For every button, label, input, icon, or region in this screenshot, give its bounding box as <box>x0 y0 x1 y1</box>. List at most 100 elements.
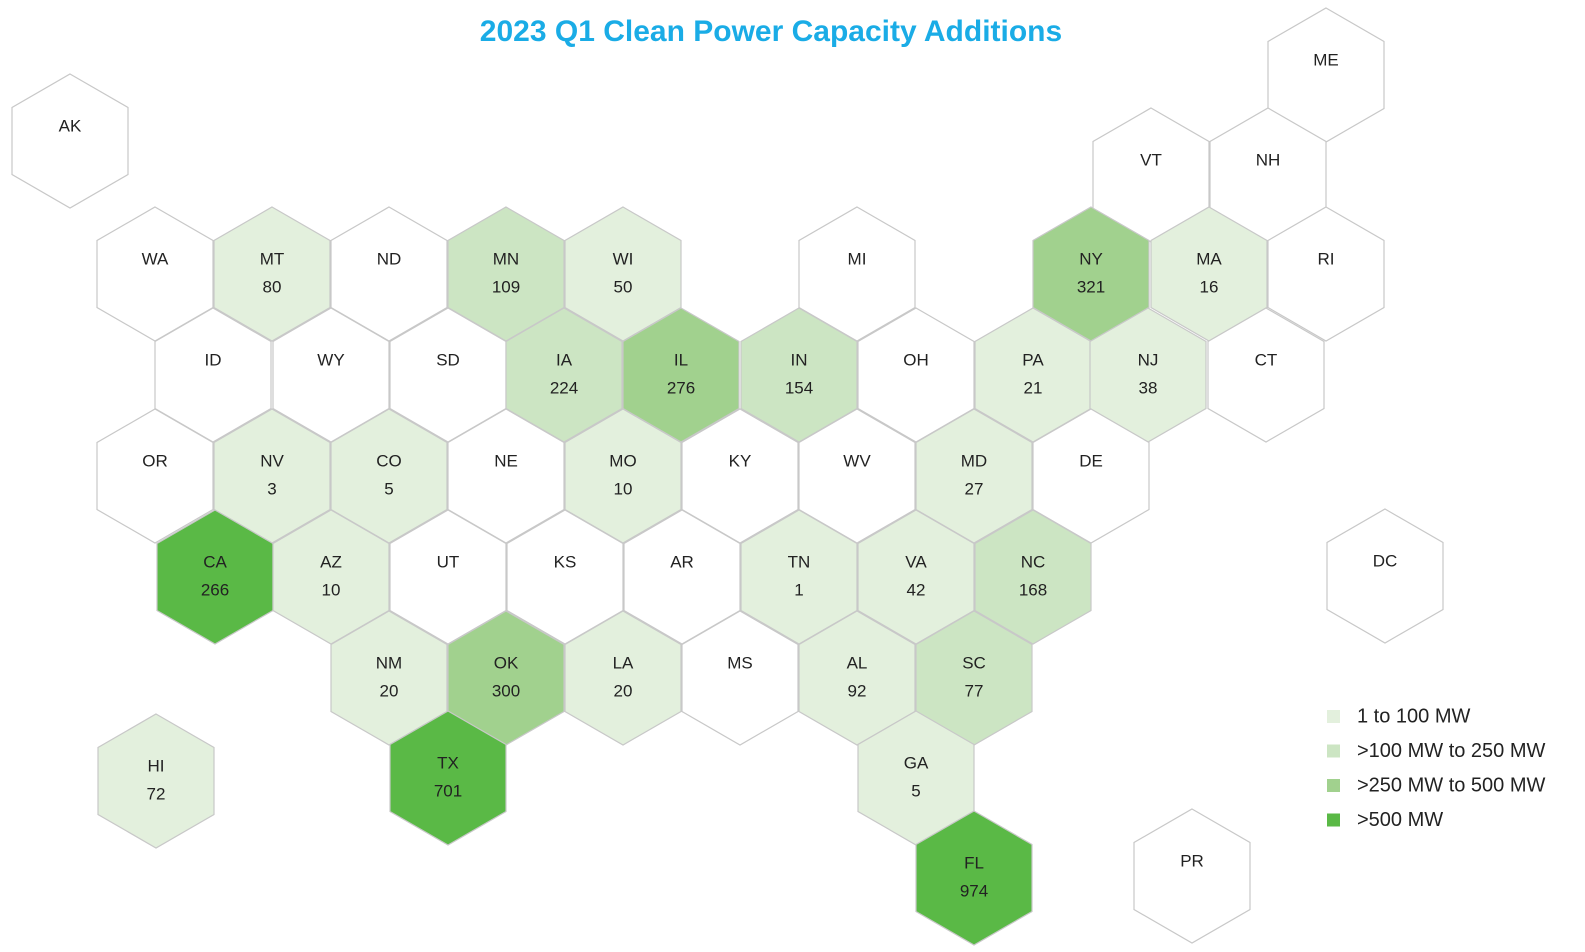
state-label: NV <box>260 451 284 470</box>
state-label: MN <box>493 249 519 268</box>
state-label: WA <box>142 249 169 268</box>
legend-swatch <box>1327 744 1340 758</box>
state-label: IN <box>791 350 808 369</box>
state-label: ID <box>205 350 222 369</box>
state-hex <box>213 206 331 342</box>
state-label: FL <box>964 853 984 872</box>
state-value: 276 <box>667 378 695 397</box>
state-value: 21 <box>1024 378 1043 397</box>
state-value: 50 <box>614 277 633 296</box>
state-label: MA <box>1196 249 1222 268</box>
legend-label: 1 to 100 MW <box>1357 705 1471 727</box>
state-label: GA <box>904 753 929 772</box>
state-label: OH <box>903 350 929 369</box>
state-value: 3 <box>267 479 276 498</box>
state-value: 42 <box>907 580 926 599</box>
state-hex <box>11 73 129 209</box>
legend-label: >250 MW to 500 MW <box>1357 774 1546 796</box>
state-label: WI <box>613 249 634 268</box>
state-label: NC <box>1021 552 1046 571</box>
state-value: 109 <box>492 277 520 296</box>
state-label: NJ <box>1138 350 1159 369</box>
state-label: MD <box>961 451 987 470</box>
legend-swatch <box>1327 779 1340 792</box>
state-value: 154 <box>785 378 813 397</box>
state-value: 300 <box>492 681 520 700</box>
state-label: SD <box>436 350 460 369</box>
legend-label: >500 MW <box>1357 809 1443 831</box>
state-label: ME <box>1313 50 1339 69</box>
state-label: NH <box>1256 150 1281 169</box>
state-value: 321 <box>1077 277 1105 296</box>
state-value: 72 <box>147 784 166 803</box>
state-value: 224 <box>550 378 578 397</box>
state-hex <box>330 610 448 746</box>
state-value: 77 <box>965 681 984 700</box>
state-hex <box>389 710 507 846</box>
state-value: 80 <box>263 277 282 296</box>
state-label: MT <box>260 249 285 268</box>
state-label: VA <box>905 552 927 571</box>
state-label: MO <box>609 451 636 470</box>
state-label: OR <box>142 451 168 470</box>
state-label: VT <box>1140 150 1162 169</box>
state-label: KS <box>554 552 577 571</box>
state-label: TX <box>437 753 459 772</box>
state-label: IA <box>556 350 573 369</box>
state-label: AZ <box>320 552 342 571</box>
state-hex <box>798 610 916 746</box>
state-label: WV <box>843 451 871 470</box>
state-label: CO <box>376 451 402 470</box>
state-value: 20 <box>380 681 399 700</box>
state-value: 168 <box>1019 580 1047 599</box>
state-label: CT <box>1255 350 1278 369</box>
state-hex <box>564 610 682 746</box>
state-hex <box>1326 508 1444 644</box>
state-value: 5 <box>384 479 393 498</box>
state-hex <box>1207 307 1325 443</box>
state-label: RI <box>1318 249 1335 268</box>
state-label: NY <box>1079 249 1103 268</box>
state-label: AR <box>670 552 694 571</box>
state-label: MS <box>727 653 753 672</box>
state-label: HI <box>148 756 165 775</box>
state-label: LA <box>613 653 634 672</box>
state-label: DE <box>1079 451 1103 470</box>
state-label: DC <box>1373 551 1398 570</box>
state-value: 27 <box>965 479 984 498</box>
state-value: 20 <box>614 681 633 700</box>
state-hex <box>96 408 214 544</box>
state-label: OK <box>494 653 519 672</box>
state-label: AK <box>59 116 82 135</box>
state-value: 1 <box>794 580 803 599</box>
state-value: 266 <box>201 580 229 599</box>
state-hex <box>1133 808 1251 944</box>
state-value: 701 <box>434 781 462 800</box>
state-label: WY <box>317 350 344 369</box>
state-value: 5 <box>911 781 920 800</box>
state-label: NM <box>376 653 402 672</box>
state-value: 38 <box>1139 378 1158 397</box>
state-label: ND <box>377 249 402 268</box>
state-value: 16 <box>1200 277 1219 296</box>
state-label: UT <box>437 552 460 571</box>
state-hex <box>681 610 799 746</box>
state-label: CA <box>203 552 227 571</box>
state-hex <box>915 810 1033 946</box>
state-value: 10 <box>614 479 633 498</box>
state-label: SC <box>962 653 986 672</box>
state-label: PR <box>1180 851 1204 870</box>
state-value: 10 <box>322 580 341 599</box>
map-title: 2023 Q1 Clean Power Capacity Additions <box>480 15 1062 48</box>
state-label: NE <box>494 451 518 470</box>
state-hex <box>1267 206 1385 342</box>
state-label: AL <box>847 653 868 672</box>
state-hex <box>97 713 215 849</box>
state-label: TN <box>788 552 811 571</box>
state-label: PA <box>1022 350 1044 369</box>
state-label: KY <box>729 451 752 470</box>
legend-swatch <box>1327 813 1340 827</box>
state-hex <box>974 509 1092 645</box>
state-value: 92 <box>848 681 867 700</box>
